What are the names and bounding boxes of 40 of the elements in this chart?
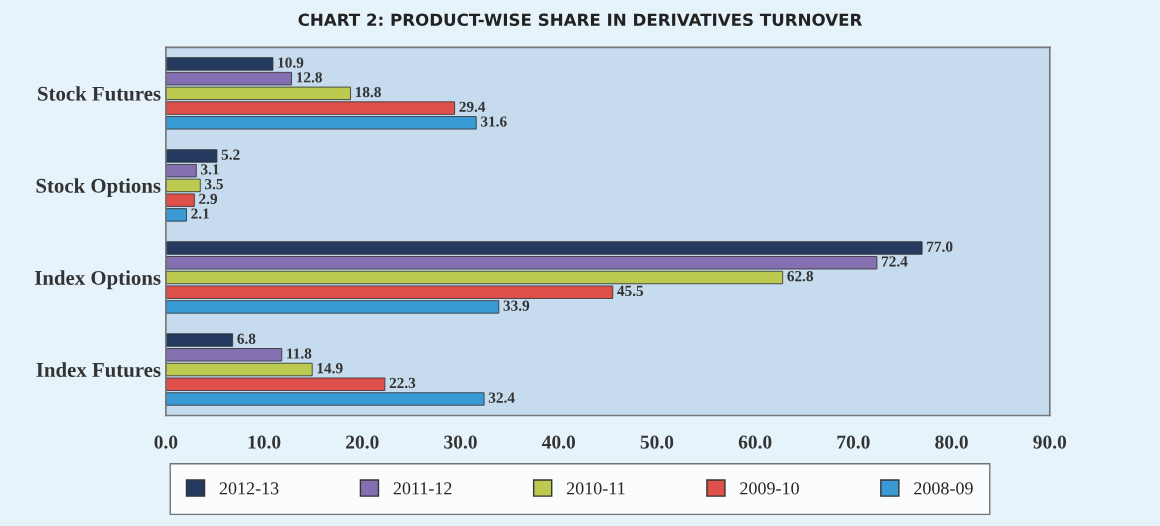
- x-tick-label: 40.0: [541, 435, 576, 449]
- data-label: 29.4: [459, 101, 486, 112]
- legend-label: 2010-11: [566, 482, 625, 495]
- data-label: 3.1: [201, 164, 219, 175]
- data-label: 14.9: [317, 363, 343, 374]
- data-label: 10.9: [278, 57, 304, 68]
- legend-label: 2009-10: [740, 482, 799, 495]
- data-label: 18.8: [355, 86, 381, 98]
- chart-title: CHART 2: PRODUCT-WISE SHARE IN DERIVATIVES TURNOVER: [298, 13, 863, 27]
- data-label: 33.9: [503, 300, 530, 311]
- data-label: 11.8: [287, 348, 312, 359]
- y-tick-label: Stock Futures: [38, 86, 161, 101]
- data-label: 6.8: [237, 333, 256, 344]
- data-label: 45.5: [617, 285, 644, 297]
- data-label: 77.0: [927, 241, 953, 252]
- x-tick-label: 10.0: [248, 435, 281, 449]
- data-label: 22.3: [389, 377, 416, 389]
- data-label: 62.8: [787, 270, 814, 282]
- data-label: 32.4: [488, 392, 515, 403]
- data-label: 5.2: [221, 149, 240, 160]
- legend-label: 2012-13: [219, 482, 279, 495]
- data-label: 12.8: [296, 72, 322, 83]
- legend-label: 2011-12: [393, 482, 452, 495]
- legend-label: 2008-09: [914, 482, 973, 495]
- x-tick-label: 80.0: [935, 435, 968, 449]
- x-tick-label: 60.0: [738, 435, 772, 449]
- x-tick-label: 90.0: [1033, 435, 1067, 449]
- x-tick-label: 20.0: [346, 435, 379, 449]
- data-label: 31.6: [480, 116, 507, 127]
- x-tick-label: 30.0: [444, 435, 477, 449]
- x-tick-label: 50.0: [640, 435, 674, 449]
- y-tick-label: Index Options: [34, 270, 161, 290]
- x-tick-label: 0.0: [154, 435, 178, 449]
- data-label: 2.9: [199, 193, 218, 205]
- y-tick-label: Stock Options: [36, 178, 161, 198]
- data-label: 72.4: [881, 256, 908, 267]
- data-label: 3.5: [205, 178, 223, 190]
- y-tick-label: Index Futures: [36, 362, 161, 377]
- data-label: 2.1: [191, 208, 209, 219]
- x-tick-label: 70.0: [837, 435, 870, 449]
